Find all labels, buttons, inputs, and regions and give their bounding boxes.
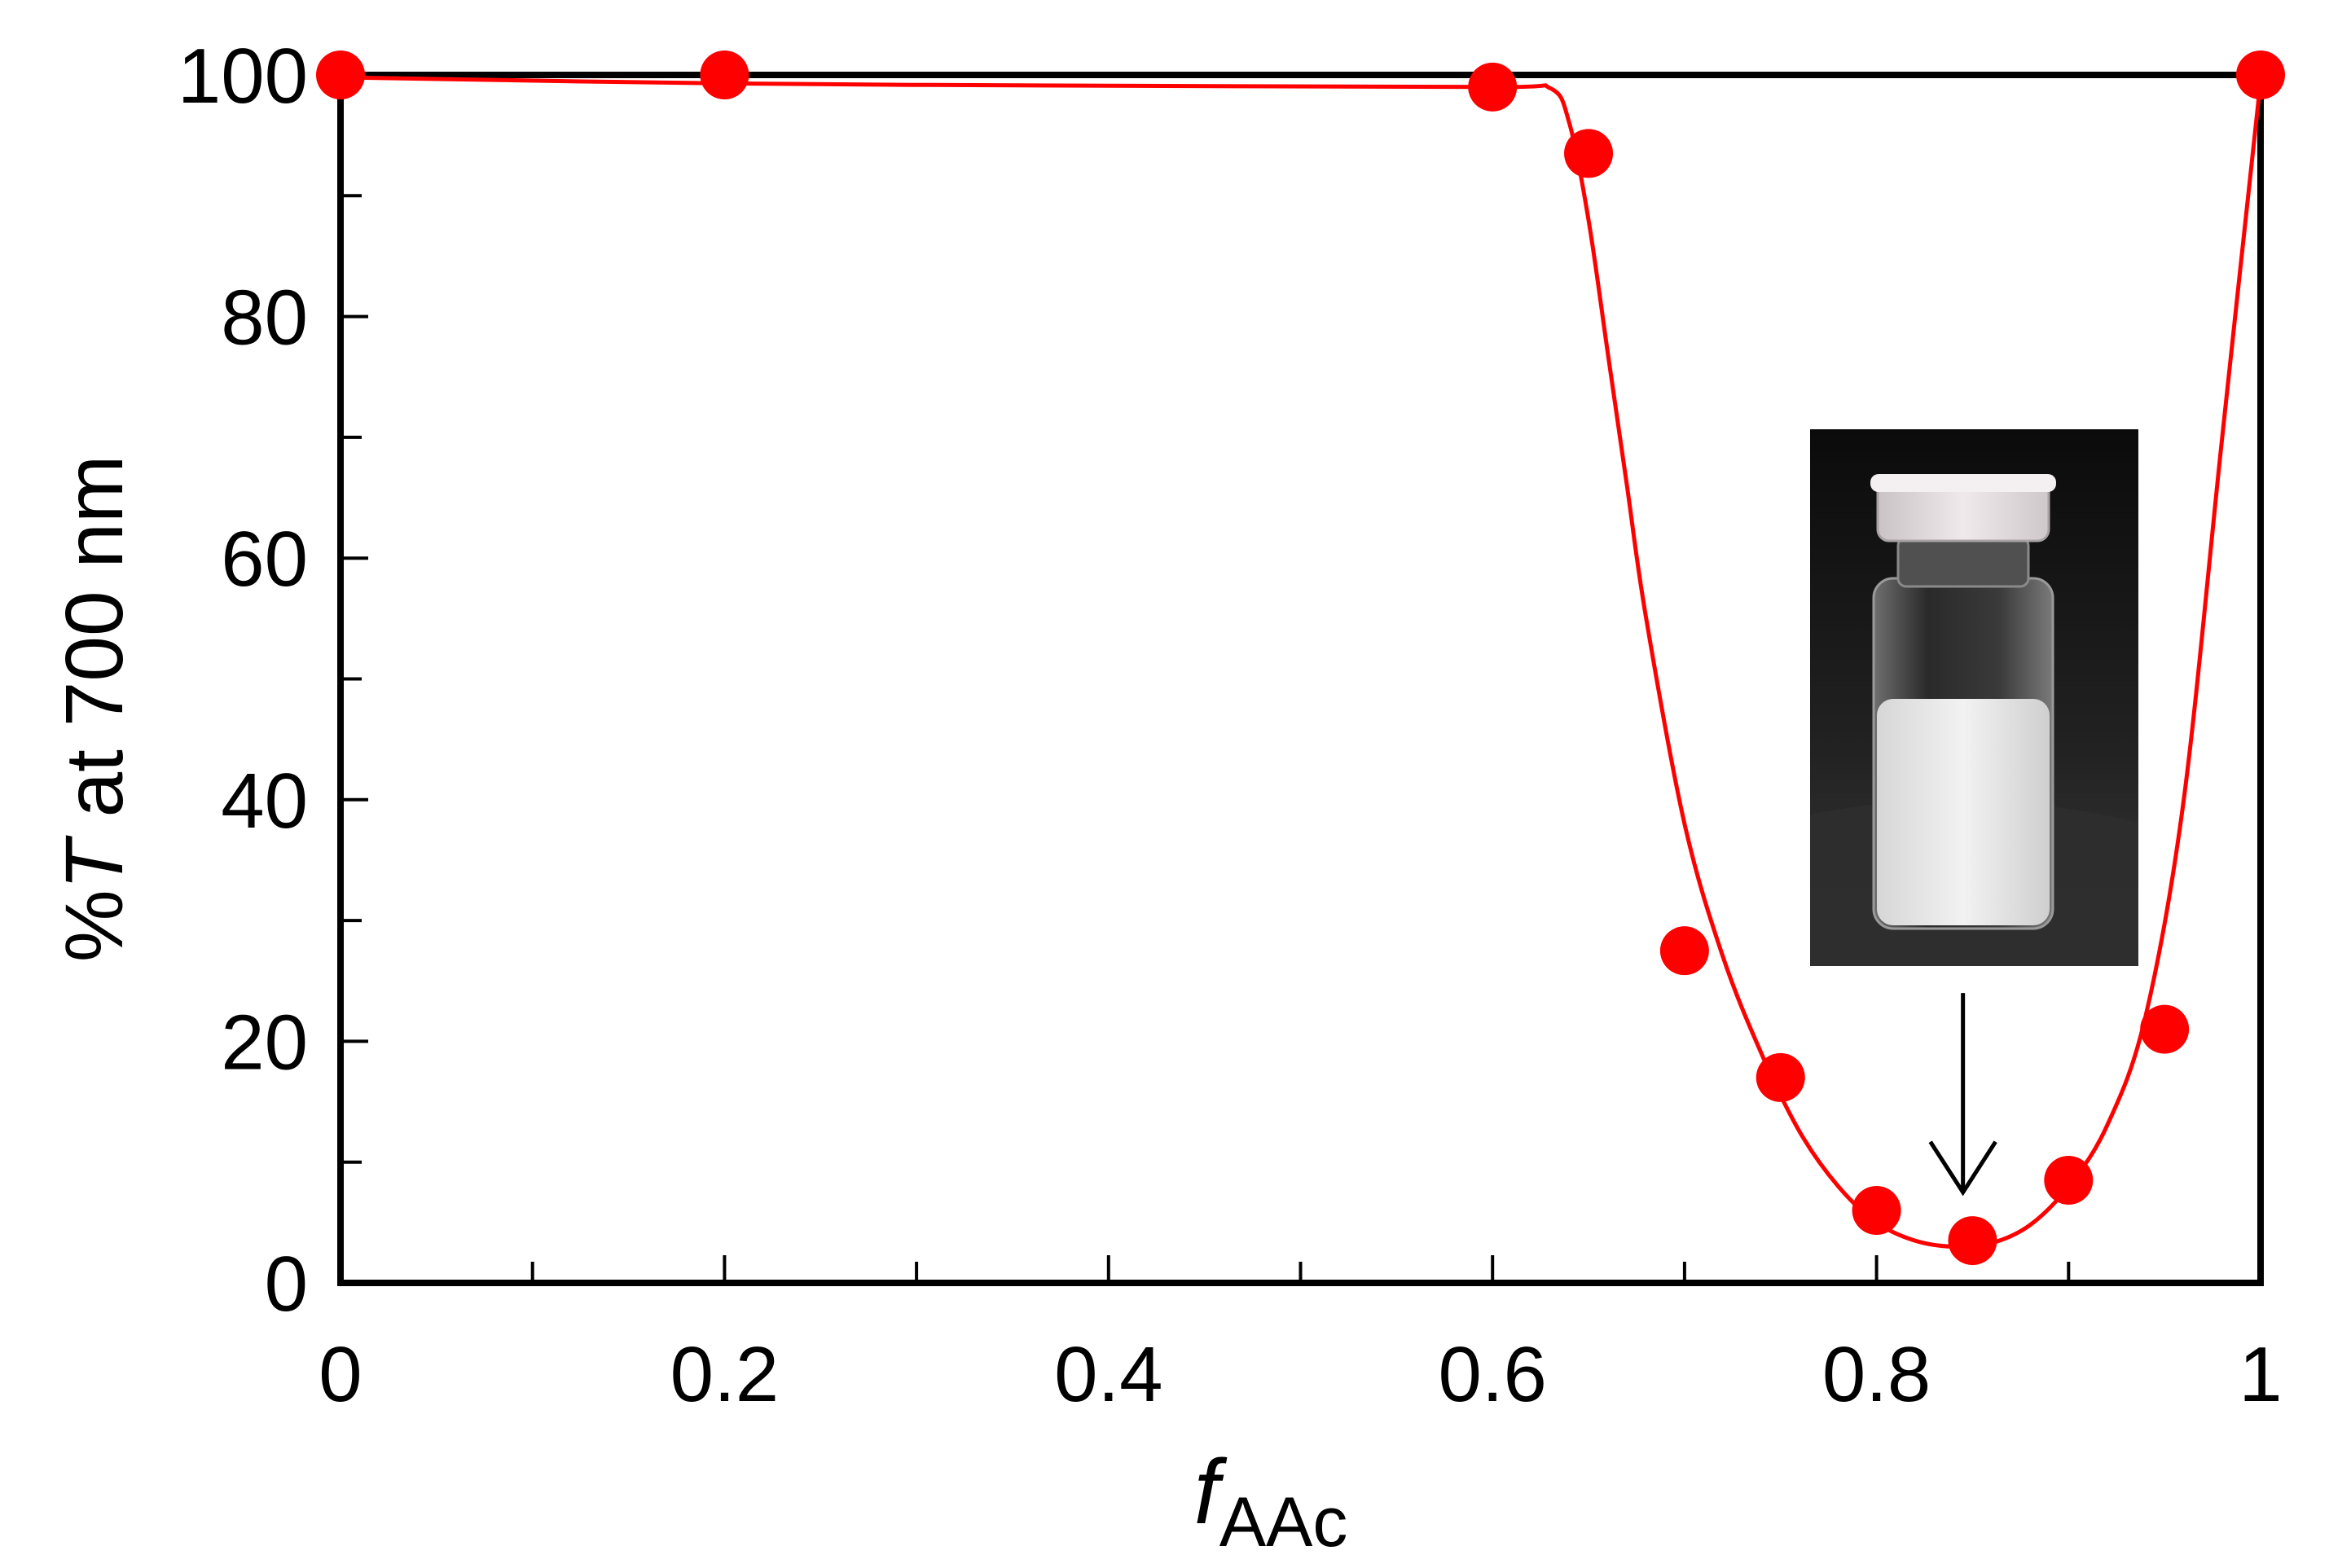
vial-liquid <box>1877 699 2050 925</box>
axes <box>337 72 2264 1286</box>
fit-line <box>340 75 2263 1250</box>
data-point-2 <box>1468 62 1518 112</box>
y-tick-label-4: 80 <box>221 275 308 362</box>
data-point-5 <box>1756 1052 1805 1102</box>
data-point-8 <box>2044 1155 2094 1205</box>
data-point-6 <box>1852 1186 1901 1236</box>
y-ticks <box>341 73 368 1285</box>
y-tick-label-3: 60 <box>221 516 308 603</box>
data-points <box>316 51 2285 1266</box>
data-point-1 <box>700 51 749 99</box>
data-point-10 <box>2236 51 2285 99</box>
data-point-9 <box>2140 1004 2190 1054</box>
y-tick-labels: 0 20 40 60 80 100 <box>178 33 308 1328</box>
x-axis-label: fAAc <box>1194 1441 1348 1561</box>
x-tick-label-2: 0.4 <box>1054 1331 1162 1418</box>
y-tick-label-1: 20 <box>221 999 308 1086</box>
y-axis-label-italic: T <box>49 835 140 889</box>
data-point-0 <box>316 51 365 99</box>
x-tick-label-4: 0.8 <box>1822 1331 1931 1418</box>
x-ticks <box>339 1255 2262 1283</box>
x-tick-label-1: 0.2 <box>670 1331 779 1418</box>
y-axis-label: %T at 700 nm <box>49 455 140 963</box>
data-point-7 <box>1948 1216 1997 1266</box>
y-axis-label-suffix: at 700 nm <box>49 455 140 841</box>
data-point-3 <box>1564 129 1614 178</box>
y-tick-label-0: 0 <box>265 1241 308 1328</box>
y-axis-label-prefix: % <box>49 889 140 962</box>
y-tick-label-5: 100 <box>178 33 308 120</box>
x-tick-labels: 0 0.2 0.4 0.6 0.8 1 <box>319 1331 2282 1418</box>
x-axis-label-sub: AAc <box>1219 1483 1348 1561</box>
arrow-head <box>1928 1140 1997 1197</box>
y-tick-label-2: 40 <box>221 758 308 845</box>
x-tick-label-5: 1 <box>2239 1331 2282 1418</box>
data-point-4 <box>1659 926 1709 976</box>
x-tick-label-0: 0 <box>319 1331 362 1418</box>
arrow-annotation <box>1928 993 1997 1197</box>
x-tick-label-3: 0.6 <box>1438 1331 1546 1418</box>
inset-vial-photo <box>1810 429 2138 966</box>
